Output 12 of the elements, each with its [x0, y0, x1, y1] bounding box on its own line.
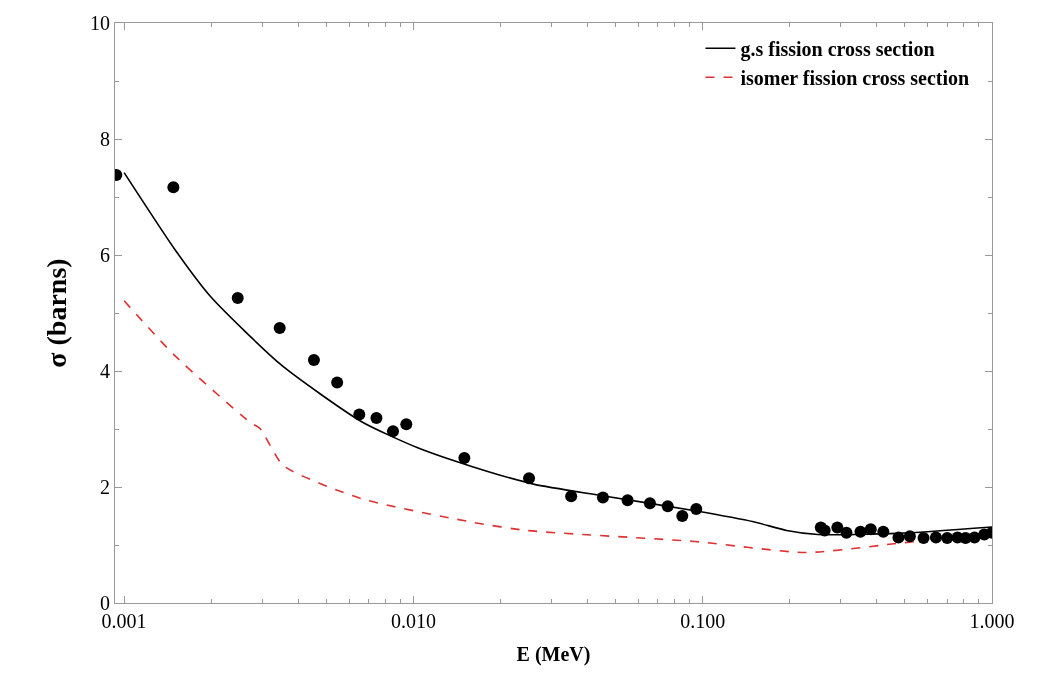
y-axis-title: σ (barns): [40, 258, 72, 368]
y-tick-label: 8: [100, 128, 110, 150]
x-tick-label: 1.000: [969, 610, 1015, 632]
y-tick-label: 2: [100, 476, 110, 498]
x-tick-label: 0.100: [680, 610, 726, 632]
legend-label: isomer fission cross section: [740, 67, 970, 90]
legend-label: g.s fission cross section: [740, 38, 935, 62]
y-tick-label: 4: [100, 360, 110, 382]
y-tick-label: 6: [100, 244, 110, 266]
y-tick-label: 10: [90, 12, 110, 34]
x-axis-title: E (MeV): [516, 642, 591, 666]
x-tick-label: 0.010: [390, 610, 436, 632]
